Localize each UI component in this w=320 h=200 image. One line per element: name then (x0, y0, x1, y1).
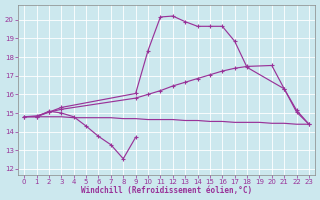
X-axis label: Windchill (Refroidissement éolien,°C): Windchill (Refroidissement éolien,°C) (81, 186, 252, 195)
